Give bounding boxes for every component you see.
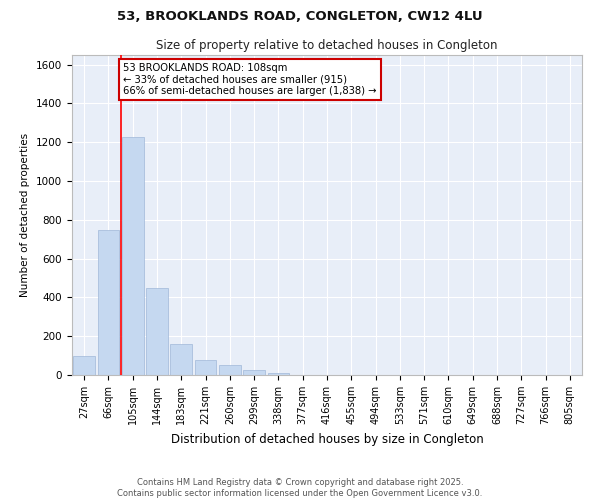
Bar [268, 373, 289, 375]
Text: 53, BROOKLANDS ROAD, CONGLETON, CW12 4LU: 53, BROOKLANDS ROAD, CONGLETON, CW12 4LU [117, 10, 483, 23]
Text: 53 BROOKLANDS ROAD: 108sqm
← 33% of detached houses are smaller (915)
66% of sem: 53 BROOKLANDS ROAD: 108sqm ← 33% of deta… [123, 63, 377, 96]
X-axis label: Distribution of detached houses by size in Congleton: Distribution of detached houses by size … [170, 432, 484, 446]
Bar [219, 366, 241, 375]
Title: Size of property relative to detached houses in Congleton: Size of property relative to detached ho… [156, 40, 498, 52]
Bar [146, 288, 168, 375]
Text: Contains HM Land Registry data © Crown copyright and database right 2025.
Contai: Contains HM Land Registry data © Crown c… [118, 478, 482, 498]
Bar [122, 138, 143, 375]
Bar [170, 344, 192, 375]
Bar [97, 230, 119, 375]
Bar [73, 356, 95, 375]
Y-axis label: Number of detached properties: Number of detached properties [20, 133, 31, 297]
Bar [194, 360, 217, 375]
Bar [243, 370, 265, 375]
